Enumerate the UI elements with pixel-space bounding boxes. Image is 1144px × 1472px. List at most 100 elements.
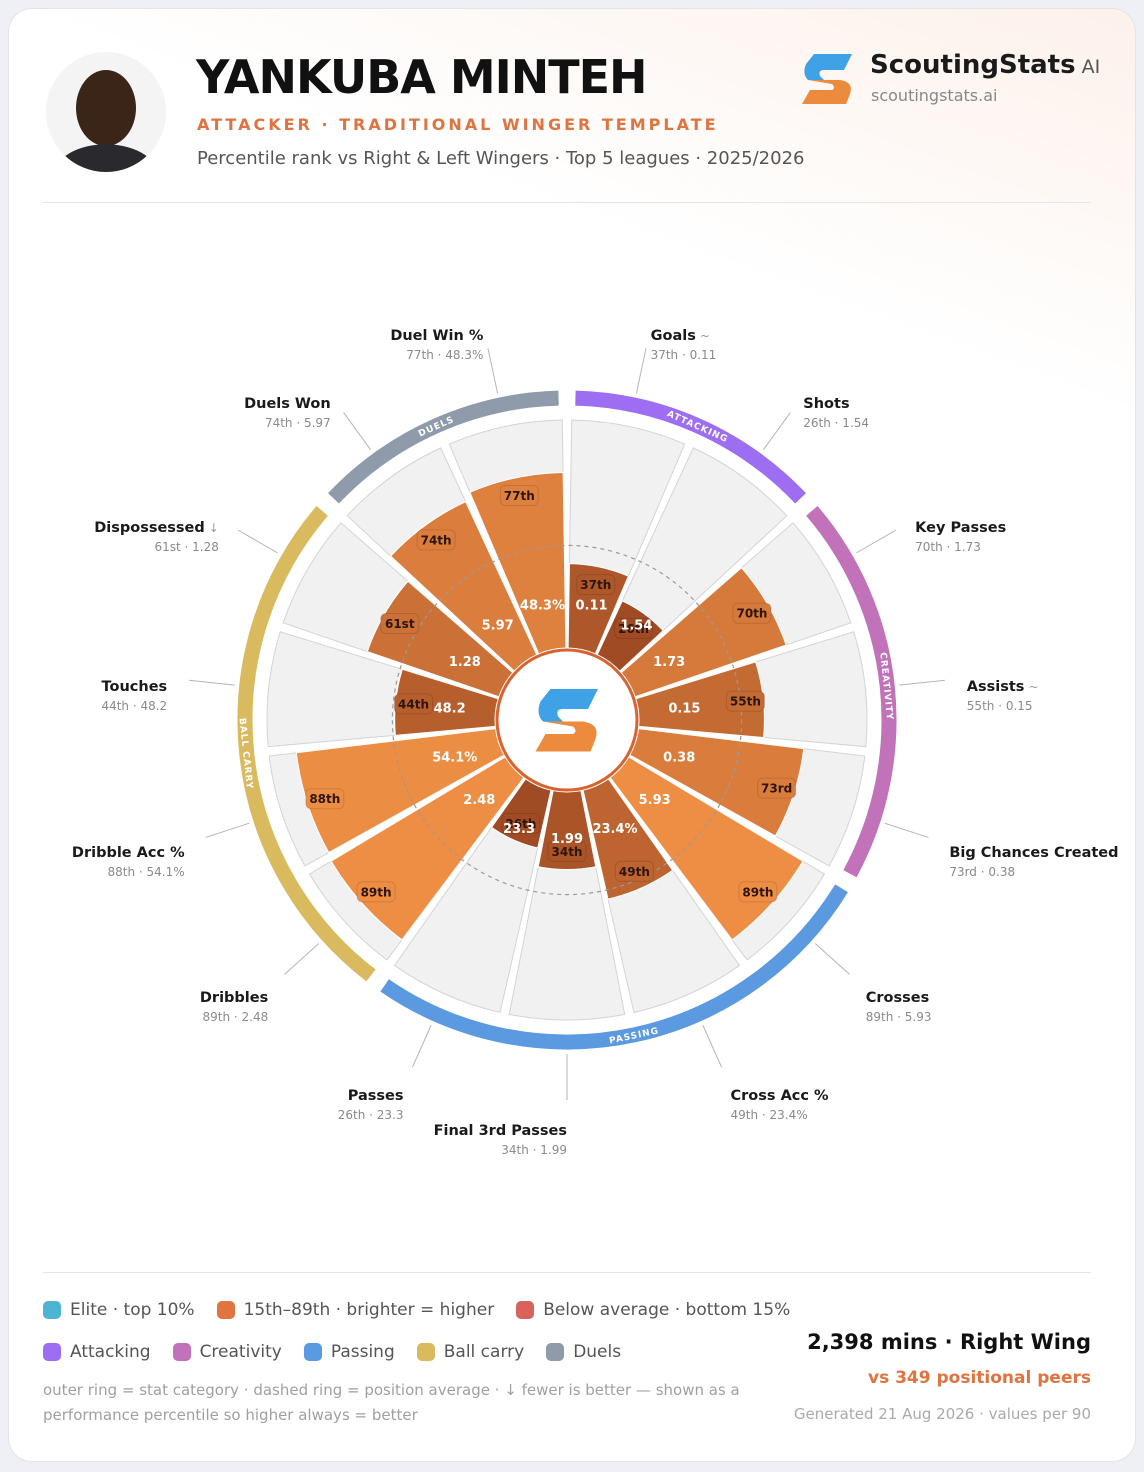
detail-label: 73rd · 0.38 bbox=[949, 865, 1015, 879]
stat-label: 5.93 bbox=[639, 793, 671, 808]
category-name: Big Chances Created bbox=[949, 845, 1118, 861]
category-label: Goals ~ bbox=[651, 328, 710, 344]
logo-bottom bbox=[535, 721, 597, 752]
stat-label: 23.4% bbox=[592, 822, 637, 837]
stat-label: 48.3% bbox=[520, 599, 565, 614]
leader-line bbox=[702, 1024, 723, 1068]
leader-line bbox=[814, 943, 850, 975]
detail-label: 49th · 23.4% bbox=[731, 1108, 808, 1122]
percentile-tag bbox=[416, 529, 456, 551]
slice bbox=[635, 661, 765, 739]
stat-label: 23.3 bbox=[503, 822, 535, 837]
stat-label: 1.28 bbox=[449, 655, 481, 670]
slice bbox=[469, 471, 567, 655]
context: Percentile rank vs Right & Left Wingers … bbox=[197, 148, 805, 169]
category-label: Dribble Acc % bbox=[72, 845, 185, 861]
detail-label: 34th · 1.99 bbox=[501, 1143, 567, 1157]
category-ring bbox=[327, 390, 559, 504]
detail-label: 89th · 2.48 bbox=[203, 1010, 269, 1024]
group-legend: Attacking Creativity Passing Ball carry Duel… bbox=[43, 1342, 621, 1362]
minutes: 2,398 mins · Right Wing bbox=[807, 1330, 1091, 1354]
percentile-label: 77th bbox=[504, 489, 535, 503]
percentile-tag bbox=[614, 617, 654, 639]
category-label: Dribbles bbox=[200, 990, 268, 1006]
legend-label: Attacking bbox=[70, 1342, 151, 1362]
leader-line bbox=[635, 348, 647, 394]
slice bbox=[366, 580, 514, 698]
percentile-label: 49th bbox=[619, 865, 650, 879]
detail-label: 55th · 0.15 bbox=[967, 699, 1033, 713]
slice bbox=[295, 728, 505, 854]
stat-label: 54.1% bbox=[432, 750, 477, 765]
legend-swatch bbox=[172, 1343, 191, 1361]
legend-label: 15th–89th · brighter = higher bbox=[243, 1300, 495, 1320]
legend-swatch bbox=[216, 1301, 235, 1319]
slice bbox=[629, 728, 805, 837]
note: outer ring = stat category · dashed ring… bbox=[43, 1381, 740, 1424]
divider bbox=[43, 1272, 1091, 1273]
percentile-label: 73rd bbox=[761, 782, 792, 796]
stat-label: 1.99 bbox=[551, 832, 583, 847]
percentile-label: 44th bbox=[398, 697, 429, 711]
legend-label: Elite · top 10% bbox=[70, 1300, 195, 1320]
category-name: Key Passes bbox=[915, 520, 1006, 536]
detail-label: 37th · 0.11 bbox=[651, 348, 717, 362]
category-name: Cross Acc % bbox=[731, 1088, 830, 1104]
divider bbox=[43, 202, 1091, 203]
slice bbox=[394, 668, 499, 736]
category-label: Passes bbox=[348, 1088, 404, 1104]
legend-item: Elite · top 10% bbox=[43, 1300, 195, 1320]
stat-label: 1.73 bbox=[653, 655, 685, 670]
detail-label: 26th · 23.3 bbox=[338, 1108, 404, 1122]
stat-label: 2.48 bbox=[463, 793, 495, 808]
average-ring bbox=[391, 544, 743, 896]
leader-line bbox=[884, 822, 929, 838]
category-label: Shots bbox=[803, 396, 849, 412]
leader-line bbox=[284, 943, 320, 975]
legend-swatch bbox=[43, 1343, 61, 1361]
percentile-tag bbox=[547, 841, 587, 863]
category-label: Touches bbox=[102, 679, 168, 695]
legend-label: Below average · bottom 15% bbox=[543, 1300, 791, 1320]
legend-label: Ball carry bbox=[443, 1342, 525, 1362]
leader-line bbox=[343, 412, 372, 451]
legend-item: Attacking bbox=[43, 1342, 151, 1362]
category-label: Crosses bbox=[866, 990, 929, 1006]
legend-label: Duels bbox=[573, 1342, 622, 1362]
category-label: Duel Win % bbox=[390, 328, 484, 344]
category-name: Duel Win % bbox=[390, 328, 484, 344]
player-name: YANKUBA MINTEH bbox=[196, 50, 648, 104]
legend-label: Creativity bbox=[199, 1342, 282, 1362]
stat-label: 0.15 bbox=[668, 702, 700, 717]
brand-name: ScoutingStats AI bbox=[870, 50, 1100, 80]
leader-line bbox=[856, 529, 897, 554]
legend-item: Ball carry bbox=[416, 1342, 525, 1362]
legend-label: Passing bbox=[330, 1342, 395, 1362]
category-label: Assists ~ bbox=[967, 679, 1039, 695]
percentile-tag bbox=[738, 881, 778, 903]
percentile-label: 89th bbox=[742, 885, 773, 899]
stat-label: 1.54 bbox=[620, 619, 652, 634]
avatar bbox=[42, 48, 170, 176]
tier-legend: Elite · top 10% 15th–89th · brighter = hi… bbox=[43, 1300, 790, 1320]
percentile-label: 34th bbox=[552, 845, 583, 859]
category-name: Crosses bbox=[866, 990, 929, 1006]
leader-line bbox=[899, 679, 945, 686]
legend-item: Creativity bbox=[172, 1342, 282, 1362]
legend-item: Duels bbox=[546, 1342, 621, 1362]
category-label: Big Chances Created bbox=[949, 845, 1118, 861]
detail-label: 77th · 48.3% bbox=[406, 348, 483, 362]
stat-label: 48.2 bbox=[434, 702, 466, 717]
detail-label: 89th · 5.93 bbox=[866, 1010, 932, 1024]
percentile-label: 55th bbox=[730, 695, 761, 709]
detail-label: 44th · 48.2 bbox=[101, 699, 167, 713]
leader-line bbox=[487, 348, 499, 394]
logo-top bbox=[538, 689, 598, 722]
category-name: Dribbles bbox=[200, 990, 268, 1006]
generated: Generated 21 Aug 2026 · values per 90 bbox=[793, 1405, 1091, 1423]
leader-line bbox=[205, 822, 250, 838]
brand: ScoutingStats bbox=[870, 50, 1076, 80]
leader-line bbox=[237, 529, 278, 554]
